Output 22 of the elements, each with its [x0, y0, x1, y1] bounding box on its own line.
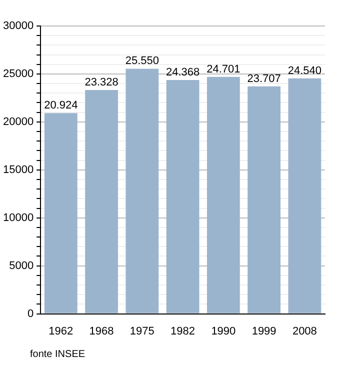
data-label: 25.550: [125, 55, 159, 68]
data-label: 24.368: [166, 66, 200, 79]
data-label: 24.540: [288, 64, 322, 77]
x-tick-label: 2008: [292, 325, 317, 338]
source-note: fonte INSEE: [30, 349, 86, 360]
x-tick-label: 1999: [252, 325, 276, 338]
data-label: 23.328: [84, 76, 118, 89]
y-tick-label: 0: [27, 308, 34, 320]
data-label: 20.924: [44, 100, 78, 112]
data-label: 24.701: [206, 63, 240, 76]
y-tick-label: 15000: [2, 164, 34, 176]
x-tick-label: 1975: [130, 325, 154, 338]
x-tick-label: 1962: [48, 325, 74, 338]
y-tick-label: 25000: [2, 68, 34, 80]
x-tick-label: 1990: [211, 325, 236, 338]
y-tick-label: 5000: [9, 260, 34, 272]
y-tick-label: 20000: [2, 116, 34, 128]
x-tick-label: 1982: [170, 325, 196, 338]
y-tick-label: 30000: [2, 20, 34, 32]
x-tick-label: 1968: [89, 325, 114, 338]
y-tick-label: 10000: [2, 212, 34, 224]
data-label: 23.707: [247, 72, 281, 85]
